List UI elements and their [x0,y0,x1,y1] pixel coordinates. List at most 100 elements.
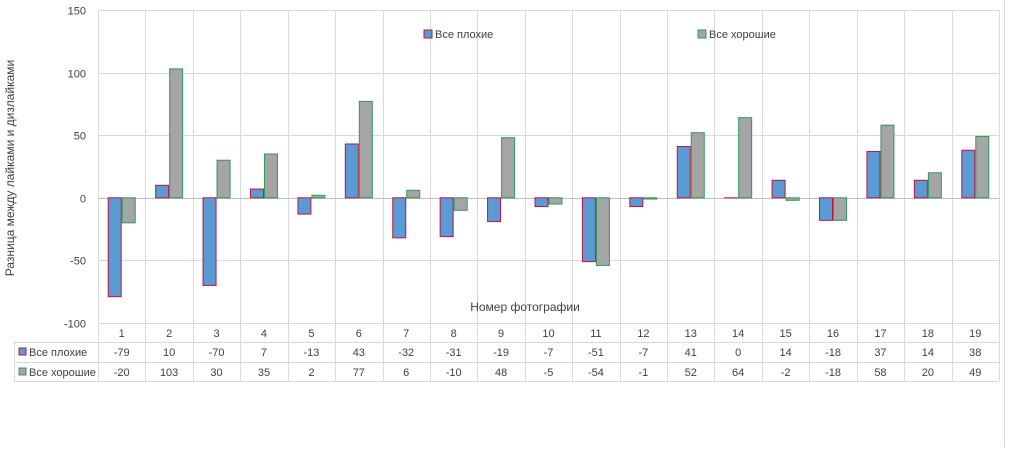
data-label: 41 [685,347,697,359]
x-tick-label: 10 [542,328,554,340]
y-axis-title: Разница между лайками и дизлайками [3,60,17,277]
data-label: 103 [160,367,178,379]
bar-bad-12 [630,198,643,207]
legend-swatch-bad [424,30,432,38]
bar-good-13 [691,133,704,198]
data-label: -5 [544,367,554,379]
bar-bad-6 [345,144,358,198]
data-label: 37 [874,347,886,359]
bar-good-19 [976,136,989,197]
data-label: -79 [114,347,130,359]
data-label: -18 [825,367,841,379]
table-legend-key [19,368,26,375]
data-label: 48 [495,367,507,379]
x-tick-label: 7 [403,328,409,340]
data-label: -7 [638,347,648,359]
data-label: -10 [446,367,462,379]
data-label: 64 [732,367,744,379]
x-tick-label: 15 [779,328,791,340]
bar-good-11 [596,198,609,266]
x-tick-label: 11 [590,328,601,340]
y-axis-ticks: -100 -50 0 50 100 150 [64,6,86,331]
bar-good-15 [786,198,799,201]
data-label: -2 [781,367,791,379]
data-label: 6 [403,367,409,379]
data-label: -18 [825,347,841,359]
data-label: 49 [969,367,981,379]
data-label: -13 [303,347,319,359]
bar-good-6 [359,101,372,197]
data-label: 10 [163,347,175,359]
data-label: 77 [353,367,365,379]
x-axis-title: Номер фотографии [470,300,580,314]
x-tick-label: 17 [874,328,886,340]
data-label: 43 [353,347,365,359]
table-row-label: Все плохие [29,347,87,359]
table-legend-key [19,348,26,355]
bar-good-9 [502,138,515,198]
legend-label-good: Все хорошие [709,29,776,41]
x-tick-label: 14 [732,328,744,340]
bar-bad-5 [298,198,311,214]
y-tick-label: 0 [80,194,86,206]
bar-bad-16 [820,198,833,221]
bar-good-12 [644,198,657,199]
data-label: -1 [638,367,648,379]
x-tick-label: 5 [308,328,314,340]
bar-good-4 [264,154,277,198]
bar-bad-17 [867,151,880,197]
x-tick-label: 16 [827,328,839,340]
x-tick-label: 8 [451,328,457,340]
y-tick-label: -100 [64,319,86,331]
data-label: -7 [544,347,554,359]
bar-good-16 [834,198,847,221]
data-label: 14 [779,347,791,359]
legend-swatch-good [698,30,706,38]
bar-good-18 [928,173,941,198]
data-label: -51 [588,347,604,359]
data-label: 20 [922,367,934,379]
data-label: 30 [210,367,222,379]
data-label: 52 [685,367,697,379]
x-tick-label: 6 [356,328,362,340]
bar-bad-1 [108,198,121,297]
legend-label-bad: Все плохие [435,29,493,41]
bar-good-5 [312,195,325,198]
bar-good-2 [170,69,183,198]
y-tick-label: 50 [74,131,86,143]
x-tick-label: 12 [637,328,649,340]
x-tick-label: 3 [213,328,219,340]
y-tick-label: 100 [68,69,86,81]
y-tick-label: 150 [68,6,86,18]
bar-bad-8 [440,198,453,237]
data-label: 14 [922,347,934,359]
bar-bad-19 [962,150,975,198]
data-label: -31 [446,347,462,359]
bar-good-1 [122,198,135,223]
data-label: -54 [588,367,604,379]
bar-bad-2 [156,185,169,198]
bar-bad-13 [677,146,690,197]
bar-good-17 [881,125,894,198]
bar-bad-10 [535,198,548,207]
bar-bad-18 [914,180,927,198]
right-border-line [1004,0,1005,447]
data-label: 0 [735,347,741,359]
data-label: 2 [308,367,314,379]
x-tick-label: 2 [166,328,172,340]
x-tick-label: 1 [119,328,125,340]
data-label: -19 [493,347,509,359]
x-tick-label: 19 [969,328,981,340]
bar-good-14 [739,118,752,198]
data-label: 7 [261,347,267,359]
bar-bad-7 [393,198,406,238]
bar-bad-4 [250,189,263,198]
bar-good-10 [549,198,562,204]
data-label: 38 [969,347,981,359]
bar-bad-9 [488,198,501,222]
data-label: -20 [114,367,130,379]
data-label: 58 [874,367,886,379]
y-tick-label: -50 [70,256,86,268]
